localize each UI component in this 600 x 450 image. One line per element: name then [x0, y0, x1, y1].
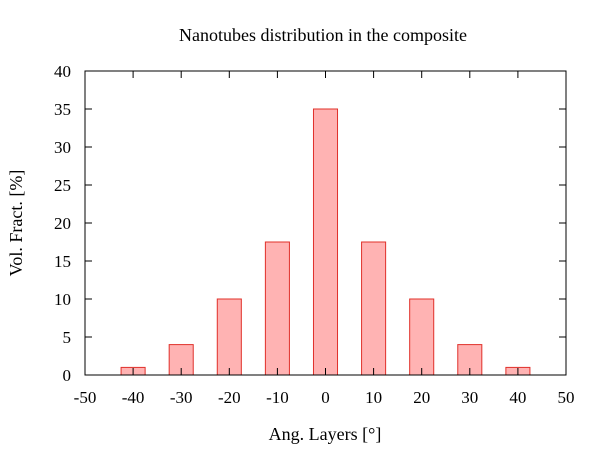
bars-group — [120, 108, 531, 376]
ticks-group: -50 -40 -30 -20 -10 0 10 20 30 40 50 0 5 10 15 20 25 30 35… — [54, 62, 575, 407]
y-tick-label: 30 — [54, 138, 71, 157]
chart-title: Nanotubes distribution in the composite — [179, 25, 467, 45]
x-tick-label: 10 — [365, 388, 382, 407]
y-tick-label: 5 — [63, 328, 72, 347]
y-tick-label: 20 — [54, 214, 71, 233]
x-tick-label: -20 — [218, 388, 241, 407]
x-tick-label: 30 — [461, 388, 478, 407]
x-tick-label: 50 — [558, 388, 575, 407]
bar--10 — [264, 241, 290, 376]
x-axis-label: Ang. Layers [°] — [269, 424, 382, 444]
x-tick-label: 40 — [509, 388, 526, 407]
bar--20 — [216, 298, 242, 376]
y-tick-label: 0 — [63, 366, 72, 385]
x-tick-label: -40 — [122, 388, 145, 407]
bar--30 — [168, 344, 194, 376]
y-tick-label: 40 — [54, 62, 71, 81]
y-tick-label: 25 — [54, 176, 71, 195]
x-tick-label: -50 — [74, 388, 97, 407]
bar-10 — [361, 241, 387, 376]
x-tick-label: -30 — [170, 388, 193, 407]
x-tick-label: 20 — [413, 388, 430, 407]
x-tick-label: 0 — [321, 388, 330, 407]
y-tick-label: 35 — [54, 100, 71, 119]
x-tick-label: -10 — [266, 388, 289, 407]
y-axis-label: Vol. Fract. [%] — [6, 170, 26, 277]
y-tick-label: 10 — [54, 290, 71, 309]
y-tick-label: 15 — [54, 252, 71, 271]
bar-0 — [312, 108, 339, 376]
bar-20 — [409, 298, 435, 376]
